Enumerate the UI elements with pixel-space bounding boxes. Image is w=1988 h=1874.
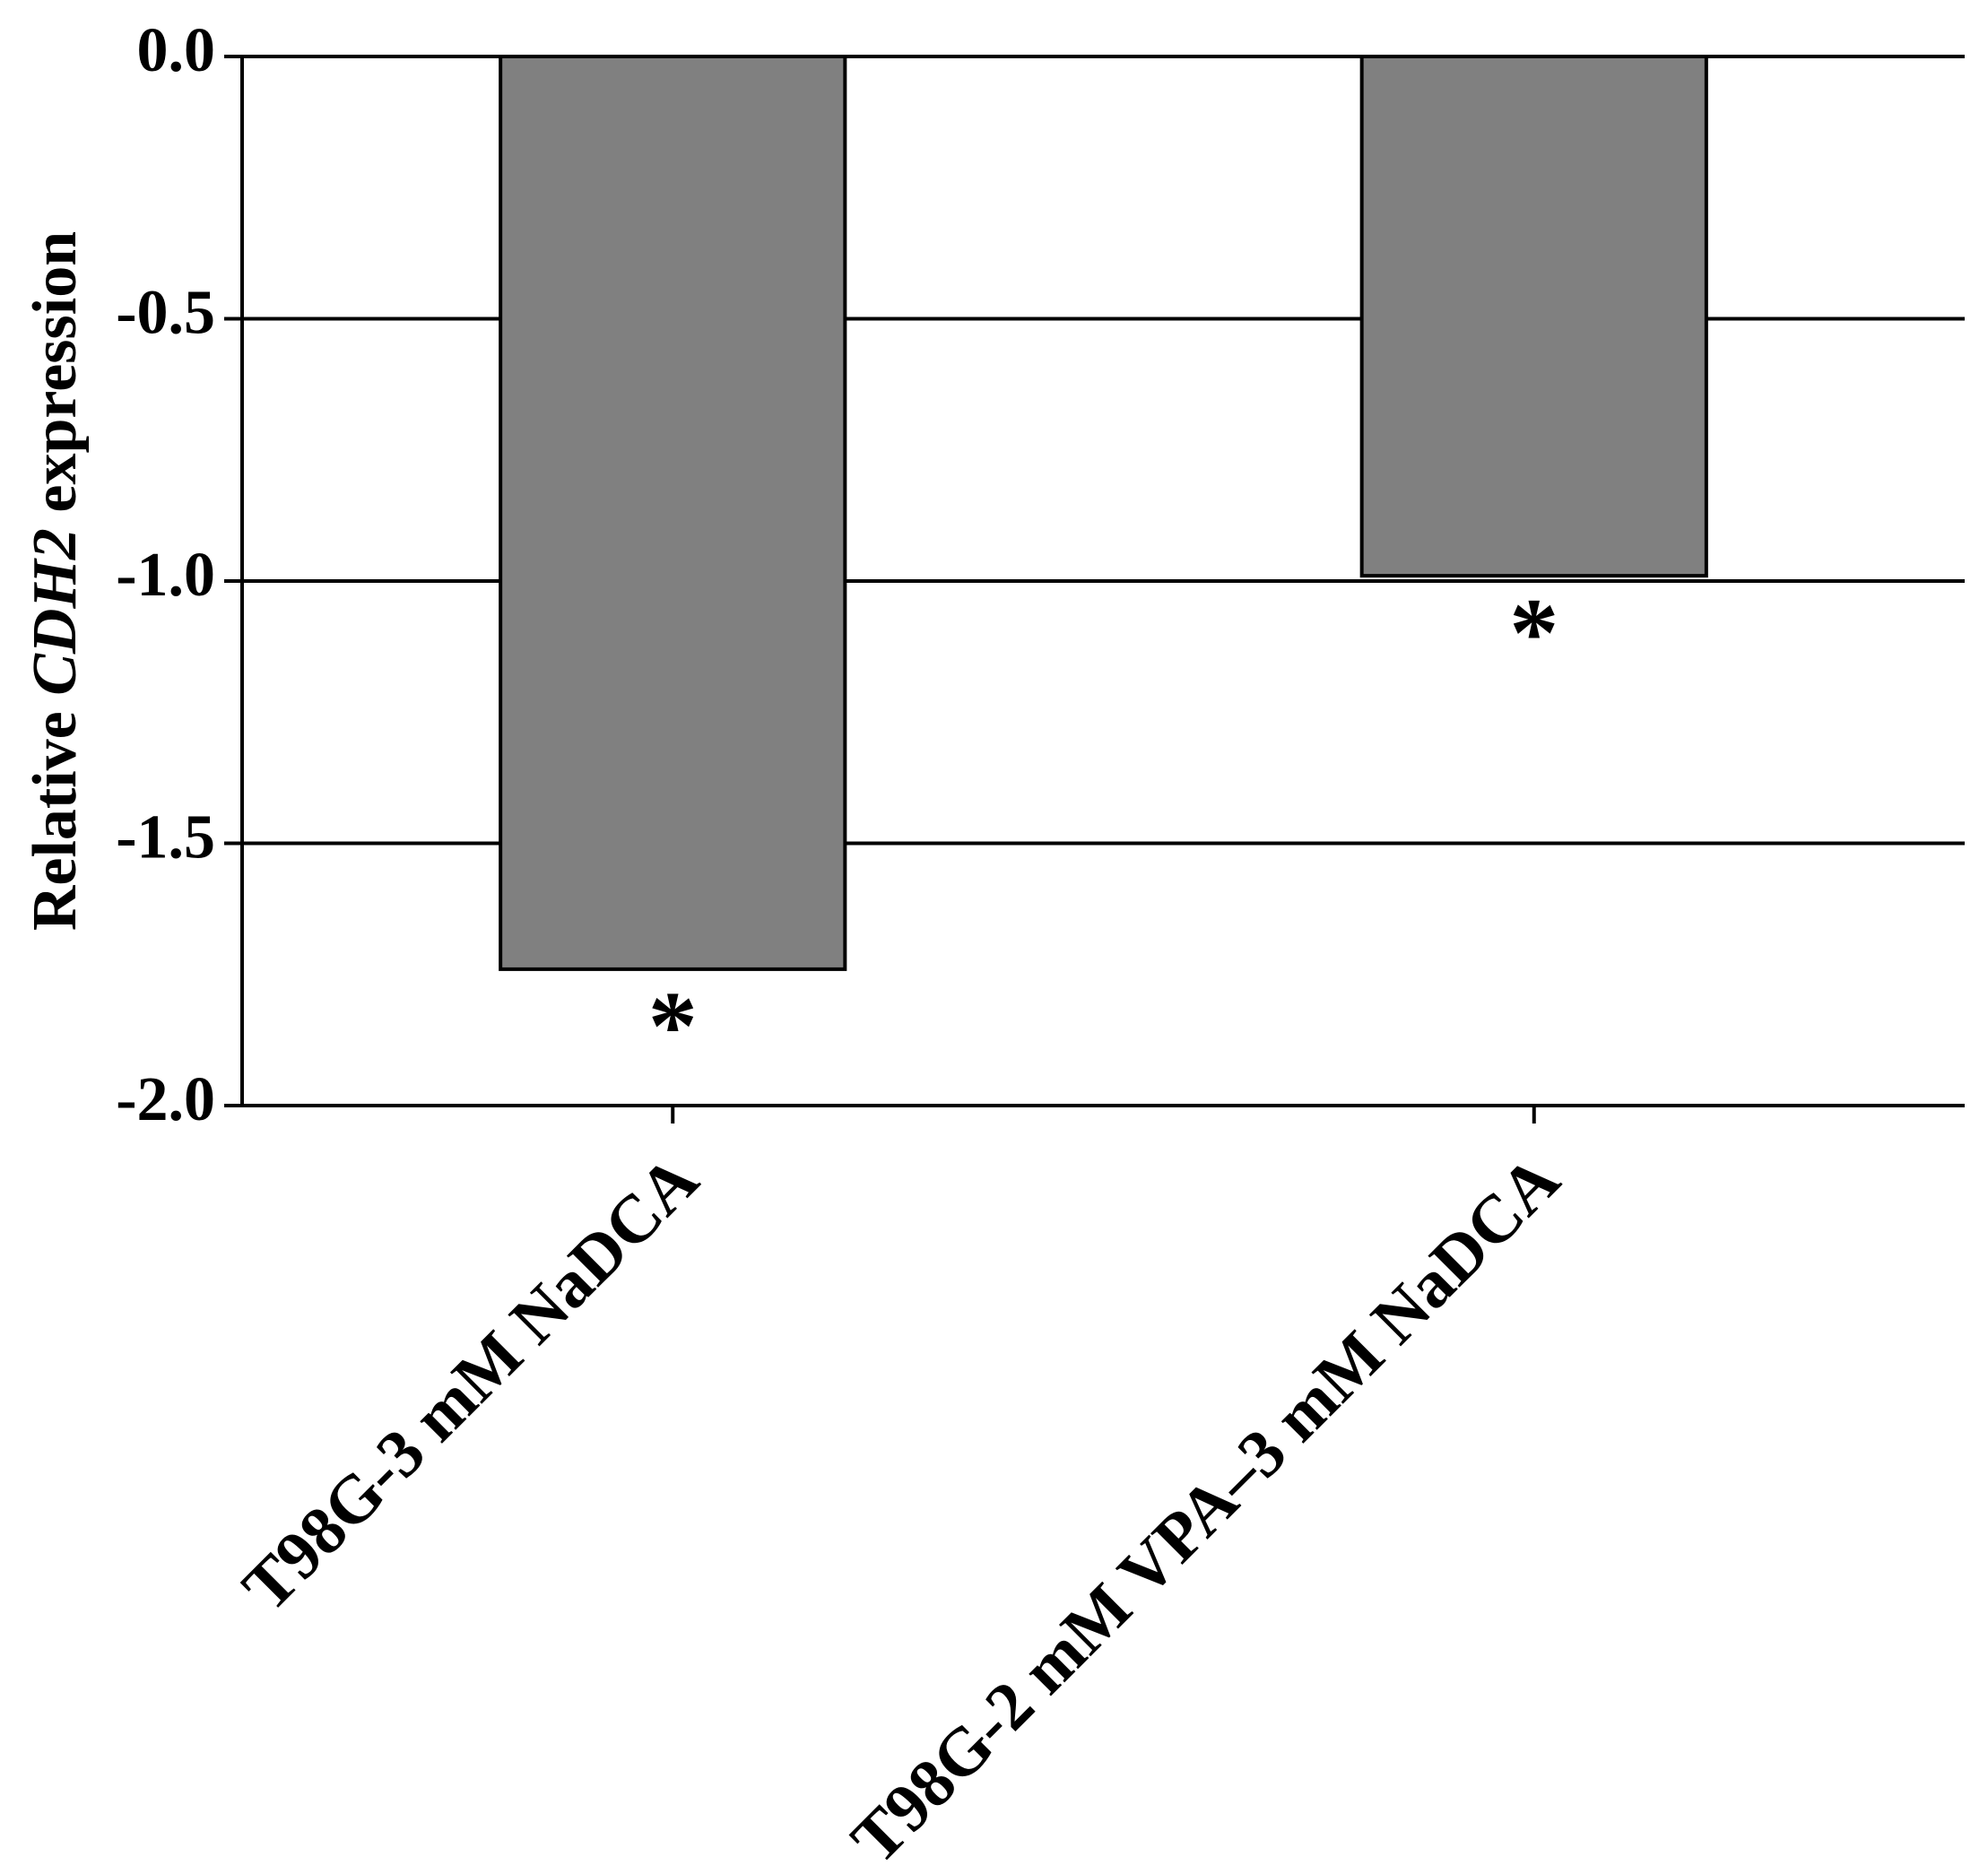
annotation: * (1509, 577, 1558, 687)
y-label-part: expression (21, 231, 90, 528)
x-tick-label: T98G-3 mM NaDCA (229, 1141, 713, 1626)
y-tick-label: -1.5 (116, 803, 215, 872)
y-label-part: Relative (21, 696, 90, 931)
annotation: * (648, 971, 698, 1080)
y-label-part: CDH2 (21, 528, 90, 696)
y-tick-label: -1.0 (116, 541, 215, 610)
y-axis-label: Relative CDH2 expression (21, 231, 90, 931)
y-tick-label: -2.0 (116, 1065, 215, 1134)
y-tick-label: 0.0 (137, 16, 216, 85)
y-tick-label: -0.5 (116, 279, 215, 348)
bar (1359, 55, 1708, 578)
x-tick-label: T98G-2 mM VPA–3 mM NaDCA (837, 1141, 1574, 1874)
bar (499, 55, 847, 971)
